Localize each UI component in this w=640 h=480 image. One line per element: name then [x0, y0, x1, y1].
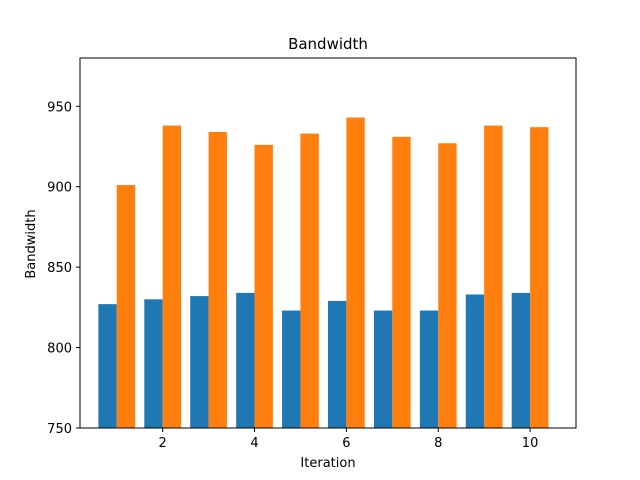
bars-group: [98, 117, 549, 429]
bar-series-2-iteration-8: [438, 143, 457, 428]
bar-series-2-iteration-7: [392, 136, 411, 428]
bar-series-1-iteration-3: [190, 296, 209, 428]
y-axis-label: Bandwidth: [24, 209, 39, 278]
bar-series-2-iteration-10: [530, 127, 549, 428]
y-tick-label: 950: [47, 100, 72, 115]
bar-series-2-iteration-3: [208, 132, 227, 428]
x-tick-label: 8: [434, 436, 442, 451]
bar-series-1-iteration-5: [282, 310, 301, 428]
bar-series-2-iteration-1: [116, 185, 136, 428]
bar-series-1-iteration-4: [236, 292, 255, 428]
x-tick-label: 6: [342, 436, 350, 451]
x-tick-label: 4: [250, 436, 258, 451]
bar-series-2-iteration-5: [300, 133, 319, 428]
bar-series-1-iteration-1: [98, 304, 117, 428]
x-tick-label: 10: [522, 436, 539, 451]
bar-series-2-iteration-4: [254, 144, 273, 428]
y-tick-label: 900: [47, 181, 72, 196]
axes-group: 2 4 6 8 10 750 800 850 900 950: [47, 57, 577, 451]
bar-series-1-iteration-6: [328, 300, 347, 428]
bar-series-1-iteration-2: [144, 299, 163, 428]
bar-series-2-iteration-2: [162, 125, 182, 428]
bar-series-1-iteration-8: [419, 310, 439, 428]
bar-series-1-iteration-9: [465, 294, 485, 428]
y-tick-label: 750: [47, 422, 72, 437]
x-axis-label: Iteration: [300, 456, 355, 471]
bar-series-2-iteration-9: [484, 125, 503, 428]
bar-series-1-iteration-10: [511, 292, 531, 428]
bar-series-1-iteration-7: [373, 310, 393, 428]
chart-title: Bandwidth: [288, 35, 368, 53]
y-tick-label: 850: [47, 261, 72, 276]
bar-series-2-iteration-6: [346, 117, 365, 429]
x-tick-label: 2: [159, 436, 167, 451]
plot-frame: [79, 57, 577, 429]
y-tick-label: 800: [47, 342, 72, 357]
